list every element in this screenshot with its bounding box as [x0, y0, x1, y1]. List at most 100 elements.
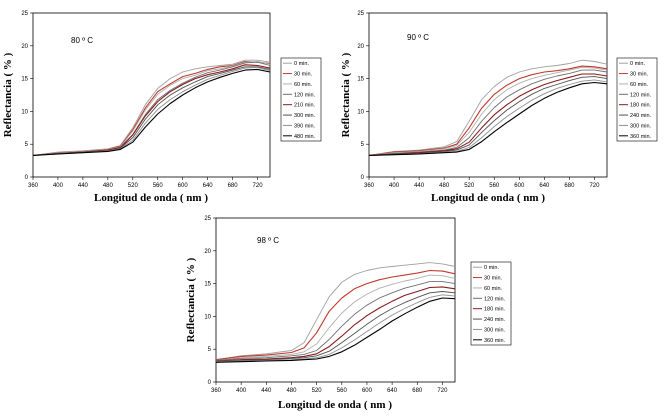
x-tick-label: 640 — [203, 183, 214, 189]
series-line-2 — [368, 65, 608, 156]
y-tick-label: 5 — [25, 142, 29, 148]
y-tick-label: 15 — [357, 77, 364, 83]
series-line-6 — [368, 76, 608, 156]
legend-label: 60 min. — [484, 286, 503, 292]
legend-label: 240 min. — [630, 113, 652, 119]
legend-label: 480 min. — [294, 134, 316, 140]
y-tick-label: 0 — [25, 175, 29, 181]
x-tick-label: 600 — [514, 183, 525, 189]
series-line-4 — [215, 281, 456, 361]
y-axis-title: Reflectancia ( % ) — [340, 52, 352, 137]
legend-label: 30 min. — [630, 72, 649, 78]
y-tick-label: 15 — [21, 77, 28, 83]
legend-label: 300 min. — [484, 327, 506, 333]
plot-frame — [215, 217, 456, 383]
x-tick-label: 600 — [178, 183, 189, 189]
x-axis-title: Longitud de onda ( nm ) — [278, 399, 392, 411]
y-tick-label: 0 — [208, 380, 212, 386]
y-tick-label: 0 — [361, 175, 365, 181]
chart-panel-2: 0 5 10 15 20 25 360 400 440 480 520 560 600 640 680 720… — [340, 11, 658, 204]
y-tick-label: 5 — [208, 347, 212, 353]
legend-label: 390 min. — [294, 123, 316, 129]
y-tick-label: 10 — [357, 109, 364, 115]
series-line-1 — [215, 262, 456, 361]
legend-label: 120 min. — [630, 92, 652, 98]
legend-label: 60 min. — [294, 82, 313, 88]
temperature-label: 90 º C — [407, 33, 429, 42]
y-axis-title: Reflectancia ( % ) — [2, 52, 14, 137]
x-tick-label: 440 — [414, 183, 425, 189]
x-tick-label: 600 — [362, 388, 373, 394]
legend-label: 300 min. — [630, 123, 652, 129]
y-tick-label: 10 — [204, 314, 211, 320]
legend-box — [616, 57, 658, 142]
plot-frame — [32, 12, 271, 178]
series-line-6 — [215, 291, 456, 362]
plot-frame — [368, 12, 608, 178]
x-tick-label: 720 — [589, 183, 600, 189]
series-line-6 — [32, 66, 271, 156]
series-line-1 — [368, 59, 608, 156]
x-tick-label: 560 — [489, 183, 500, 189]
y-tick-label: 20 — [21, 44, 28, 50]
x-tick-label: 520 — [464, 183, 475, 189]
series-line-5 — [215, 286, 456, 362]
series-line-3 — [368, 66, 608, 156]
legend-label: 60 min. — [630, 82, 649, 88]
legend-label: 180 min. — [484, 307, 506, 313]
legend-label: 0 min. — [630, 61, 645, 67]
legend-label: 120 min. — [484, 296, 506, 302]
x-tick-label: 680 — [412, 388, 423, 394]
y-tick-label: 20 — [204, 249, 211, 255]
y-tick-label: 25 — [204, 216, 211, 222]
series-line-4 — [368, 69, 608, 156]
y-tick-label: 5 — [361, 142, 365, 148]
legend-label: 0 min. — [484, 265, 499, 271]
x-tick-label: 360 — [211, 388, 222, 394]
legend-box — [470, 261, 512, 346]
chart-panel-1: 0 5 10 15 20 25 360 400 440 480 520 560 600 640 680 720… — [2, 11, 322, 204]
x-tick-label: 360 — [28, 183, 39, 189]
chart-panel-3: 0 5 10 15 20 25 360 400 440 480 520 560 600 640 680 720… — [185, 216, 512, 411]
legend-label: 360 min. — [630, 134, 652, 140]
legend-box — [280, 57, 322, 142]
x-tick-label: 360 — [364, 183, 375, 189]
legend-label: 0 min. — [294, 61, 309, 67]
x-tick-label: 480 — [439, 183, 450, 189]
x-tick-label: 720 — [253, 183, 264, 189]
x-tick-label: 480 — [103, 183, 114, 189]
series-line-1 — [32, 59, 271, 156]
legend-label: 210 min. — [294, 103, 316, 109]
series-line-3 — [32, 61, 271, 156]
x-tick-label: 400 — [236, 388, 247, 394]
y-tick-label: 25 — [357, 11, 364, 17]
series-line-8 — [215, 297, 456, 363]
x-tick-label: 640 — [387, 388, 398, 394]
series-line-8 — [368, 81, 608, 156]
series-line-7 — [215, 294, 456, 363]
y-tick-label: 20 — [357, 44, 364, 50]
x-tick-label: 440 — [78, 183, 89, 189]
x-tick-label: 720 — [437, 388, 448, 394]
y-axis-title: Reflectancia ( % ) — [185, 257, 197, 342]
legend-label: 30 min. — [294, 72, 313, 78]
x-tick-label: 480 — [286, 388, 297, 394]
x-tick-label: 680 — [228, 183, 239, 189]
x-tick-label: 400 — [389, 183, 400, 189]
legend-label: 360 min. — [484, 338, 506, 344]
x-axis-title: Longitud de onda ( nm ) — [94, 192, 208, 204]
series-line-5 — [32, 64, 271, 156]
legend-label: 300 min. — [294, 113, 316, 119]
series-line-5 — [368, 73, 608, 156]
x-tick-label: 520 — [128, 183, 139, 189]
y-tick-label: 15 — [204, 282, 211, 288]
series-line-8 — [32, 68, 271, 156]
series-line-2 — [215, 269, 456, 361]
legend-label: 30 min. — [484, 276, 503, 282]
x-tick-label: 440 — [261, 388, 272, 394]
legend-label: 120 min. — [294, 92, 316, 98]
x-axis-title: Longitud de onda ( nm ) — [431, 192, 545, 204]
y-tick-label: 10 — [21, 109, 28, 115]
series-line-7 — [368, 79, 608, 156]
